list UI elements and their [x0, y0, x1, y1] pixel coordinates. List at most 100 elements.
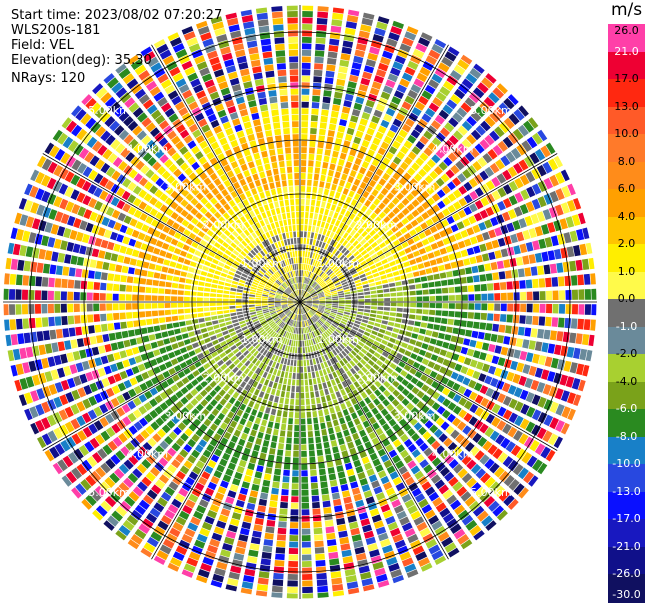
velocity-cell [306, 300, 313, 302]
velocity-cell [327, 270, 333, 276]
velocity-cell [364, 234, 372, 241]
velocity-cell [247, 435, 255, 443]
velocity-cell [262, 479, 271, 487]
velocity-cell [457, 143, 467, 154]
velocity-cell [262, 309, 269, 312]
velocity-cell [9, 304, 16, 315]
velocity-cell [304, 306, 310, 311]
velocity-cell [343, 311, 350, 315]
velocity-cell [378, 343, 386, 350]
velocity-cell [419, 459, 429, 469]
velocity-cell [532, 278, 539, 288]
velocity-cell [436, 240, 445, 248]
velocity-cell [318, 135, 325, 142]
velocity-cell [356, 151, 365, 160]
velocity-cell [109, 120, 120, 132]
velocity-cell [188, 267, 195, 273]
velocity-cell [324, 222, 330, 230]
velocity-cell [378, 394, 386, 402]
velocity-cell [301, 425, 306, 431]
velocity-cell [403, 232, 412, 240]
velocity-cell [289, 541, 299, 548]
velocity-cell [435, 303, 442, 309]
velocity-cell [215, 229, 223, 237]
velocity-cell [311, 324, 316, 331]
velocity-cell [351, 302, 358, 305]
velocity-cell [175, 263, 183, 270]
velocity-cell [403, 297, 410, 302]
velocity-cell [307, 179, 312, 186]
velocity-cell [416, 205, 425, 214]
velocity-cell [485, 413, 495, 424]
velocity-cell [308, 258, 312, 265]
velocity-cell [542, 161, 553, 174]
velocity-cell [80, 314, 88, 324]
velocity-cell [398, 129, 408, 139]
velocity-cell [87, 409, 98, 420]
velocity-cell [225, 359, 233, 367]
velocity-cell [392, 454, 401, 464]
velocity-cell [73, 218, 82, 229]
velocity-cell [106, 313, 113, 321]
velocity-cell [551, 277, 559, 287]
velocity-cell [358, 328, 365, 334]
velocity-cell [271, 592, 283, 598]
velocity-cell [305, 264, 308, 271]
velocity-cell [164, 303, 171, 308]
velocity-cell [241, 326, 248, 331]
velocity-cell [336, 431, 343, 439]
velocity-cell [160, 413, 170, 422]
velocity-cell [315, 276, 320, 282]
velocity-cell [323, 266, 328, 272]
velocity-cell [374, 276, 381, 282]
velocity-cell [342, 40, 354, 48]
velocity-cell [195, 212, 203, 220]
velocity-cell [220, 363, 228, 371]
velocity-cell [60, 240, 68, 251]
velocity-cell [296, 373, 300, 380]
velocity-cell [431, 43, 444, 54]
velocity-cell [324, 208, 330, 216]
velocity-cell [575, 259, 583, 271]
velocity-cell [287, 298, 294, 301]
velocity-cell [412, 545, 425, 556]
velocity-cell [200, 380, 208, 388]
velocity-cell [130, 156, 140, 167]
velocity-cell [230, 405, 238, 414]
velocity-cell [240, 232, 247, 239]
velocity-cell [316, 397, 321, 404]
velocity-cell [262, 307, 269, 310]
velocity-cell [351, 142, 359, 151]
velocity-cell [435, 295, 442, 301]
velocity-cell [332, 7, 345, 14]
velocity-cell [221, 407, 229, 415]
velocity-cell [113, 243, 121, 252]
velocity-cell [369, 286, 377, 291]
velocity-cell [86, 456, 98, 468]
velocity-cell [404, 31, 417, 41]
velocity-cell [306, 303, 312, 306]
velocity-cell [216, 289, 224, 294]
velocity-cell [197, 413, 206, 422]
velocity-cell [169, 336, 177, 343]
velocity-cell [258, 328, 265, 334]
velocity-cell [107, 375, 116, 385]
velocity-cell [323, 323, 329, 329]
velocity-cell [201, 371, 209, 379]
velocity-cell [377, 62, 389, 72]
velocity-cell [204, 337, 211, 344]
velocity-cell [190, 291, 197, 296]
velocity-cell [303, 231, 307, 238]
velocity-cell [307, 231, 311, 238]
velocity-cell [243, 247, 250, 254]
velocity-cell [301, 476, 308, 483]
velocity-cell [277, 443, 284, 450]
velocity-cell [386, 556, 398, 566]
velocity-cell [218, 380, 226, 388]
velocity-cell [35, 403, 45, 416]
velocity-cell [359, 450, 368, 459]
velocity-cell [416, 72, 428, 83]
velocity-cell [362, 176, 370, 184]
velocity-cell [157, 166, 167, 176]
velocity-cell [403, 438, 413, 448]
